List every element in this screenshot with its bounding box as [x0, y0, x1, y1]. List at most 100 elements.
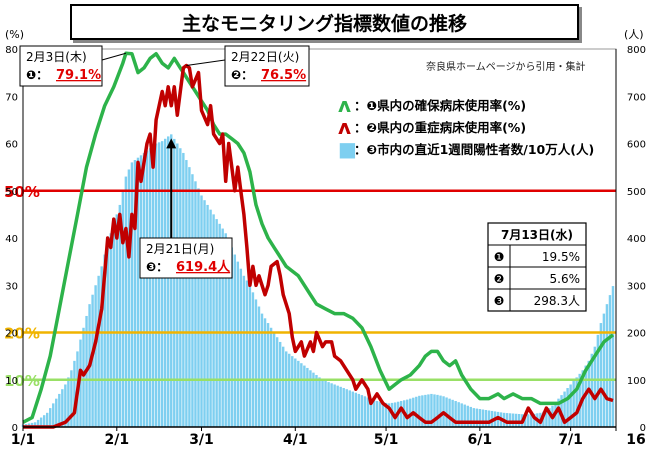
y-left-tick-label: 20: [5, 329, 18, 340]
x-tick-label: 1/1: [11, 432, 36, 448]
summary-table-title: 7月13日(水): [501, 227, 573, 242]
y-right-tick-label: 300: [627, 281, 646, 292]
summary-table-value: 19.5%: [542, 250, 580, 264]
positivity-bar: [505, 413, 509, 427]
positivity-bar: [224, 233, 227, 427]
positivity-bar: [306, 367, 309, 427]
chart-title: 主なモニタリング指標数値の推移: [70, 4, 579, 40]
positivity-bar: [221, 228, 224, 427]
positivity-bar: [448, 398, 451, 427]
positivity-bar: [593, 346, 597, 427]
positivity-bar: [300, 363, 303, 427]
positivity-bar: [167, 136, 170, 427]
positivity-bar: [203, 200, 206, 427]
positivity-bar: [73, 360, 76, 427]
y-right-tick-label: 600: [627, 140, 646, 151]
positivity-bar: [439, 395, 442, 427]
positivity-bar: [475, 408, 479, 427]
positivity-bar: [173, 138, 176, 427]
positivity-bar: [294, 358, 297, 427]
positivity-bar: [230, 247, 233, 427]
positivity-bar: [418, 395, 421, 427]
positivity-bar: [587, 360, 590, 427]
y-right-unit: (人): [624, 28, 644, 41]
legend-marker: ■: [338, 137, 357, 161]
positivity-bar: [327, 382, 330, 427]
positivity-bar: [266, 323, 270, 427]
x-tick-label: 4/1: [283, 432, 308, 448]
positivity-bar: [312, 372, 315, 427]
legend-label: ：❷県内の重症病床使用率(%): [354, 120, 526, 135]
positivity-bar: [97, 275, 100, 427]
positivity-bar: [608, 295, 612, 427]
y-left-tick-label: 80: [5, 45, 18, 56]
positivity-bar: [239, 268, 243, 427]
positivity-bar: [572, 380, 575, 427]
legend-label: ：❶県内の確保病床使用率(%): [354, 98, 526, 113]
positivity-bar: [478, 409, 482, 427]
positivity-bar: [487, 410, 491, 427]
positivity-bar: [378, 401, 382, 427]
y-right-tick-label: 700: [627, 92, 646, 103]
positivity-bar: [303, 365, 306, 427]
positivity-bar: [454, 401, 457, 427]
positivity-bar: [354, 392, 358, 427]
positivity-bar: [545, 410, 548, 427]
annotation-box: [19, 45, 103, 87]
positivity-bar: [481, 409, 485, 427]
positivity-bar: [209, 209, 212, 427]
positivity-bar: [321, 379, 324, 427]
positivity-bar: [136, 157, 140, 428]
positivity-bar: [427, 394, 430, 427]
positivity-bar: [82, 327, 85, 427]
positivity-bar: [424, 394, 427, 427]
positivity-bar: [460, 403, 463, 427]
positivity-bar: [508, 413, 512, 427]
positivity-bar: [309, 370, 312, 427]
positivity-bar: [366, 397, 370, 427]
series-line: [23, 63, 614, 429]
positivity-bar: [433, 394, 436, 427]
positivity-bar: [118, 204, 122, 427]
annotation-value: 79.1%: [56, 68, 101, 83]
positivity-bar: [514, 413, 518, 427]
positivity-bar: [115, 214, 119, 427]
positivity-bar: [566, 388, 569, 427]
positivity-bar: [121, 190, 125, 427]
positivity-bar: [52, 403, 55, 427]
reference-label: 10%: [4, 372, 40, 390]
positivity-bar: [103, 254, 106, 427]
positivity-bar: [145, 150, 149, 427]
positivity-bar: [345, 389, 348, 427]
positivity-bar: [188, 167, 191, 427]
annotation-date: 2月3日(木): [26, 50, 87, 64]
y-left-tick-label: 10: [5, 376, 18, 387]
positivity-bar: [569, 384, 572, 427]
positivity-bar: [236, 261, 240, 427]
positivity-bar: [333, 384, 336, 427]
positivity-bar: [245, 280, 249, 427]
summary-table-value: 298.3人: [534, 294, 580, 308]
positivity-bar: [100, 266, 103, 427]
positivity-bar: [148, 148, 152, 427]
positivity-bar: [127, 169, 131, 428]
positivity-bar: [257, 306, 261, 427]
positivity-bar: [369, 398, 373, 427]
y-left-tick-label: 70: [5, 92, 18, 103]
x-tick-label: 2/1: [104, 432, 129, 448]
positivity-bar: [421, 395, 424, 427]
reference-label: 50%: [4, 183, 40, 201]
positivity-bar: [106, 242, 109, 427]
positivity-bar: [484, 409, 488, 427]
positivity-bar: [70, 370, 73, 427]
annotation-callout: 2月22日(火) ❷： 76.5%: [186, 45, 310, 87]
series-line: [22, 51, 615, 424]
positivity-bar: [375, 401, 379, 427]
positivity-bar: [342, 388, 345, 427]
positivity-bar: [351, 391, 354, 427]
x-tick-label: 6/1: [468, 432, 493, 448]
positivity-bar: [578, 373, 581, 427]
positivity-bar: [387, 403, 391, 427]
y-right-tick-label: 200: [627, 329, 646, 340]
